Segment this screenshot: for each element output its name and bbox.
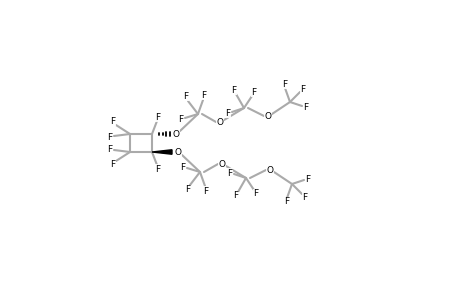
Text: F: F — [303, 103, 308, 112]
Text: O: O — [266, 166, 273, 175]
Text: F: F — [305, 175, 310, 184]
Text: F: F — [180, 163, 185, 172]
Text: F: F — [231, 85, 236, 94]
Text: F: F — [107, 145, 112, 154]
Text: F: F — [282, 80, 287, 88]
Polygon shape — [151, 150, 172, 154]
Text: F: F — [107, 133, 112, 142]
Text: F: F — [300, 85, 305, 94]
Text: F: F — [284, 197, 289, 206]
Text: F: F — [110, 116, 115, 125]
Text: O: O — [264, 112, 271, 121]
Text: O: O — [172, 130, 179, 139]
Text: F: F — [155, 112, 160, 122]
Text: F: F — [185, 185, 190, 194]
Text: F: F — [233, 191, 238, 200]
Text: F: F — [110, 160, 115, 169]
Text: O: O — [218, 160, 225, 169]
Text: F: F — [155, 164, 160, 173]
Text: F: F — [251, 88, 256, 97]
Text: F: F — [225, 109, 230, 118]
Text: F: F — [203, 187, 208, 196]
Text: O: O — [216, 118, 223, 127]
Text: O: O — [174, 148, 181, 157]
Text: F: F — [183, 92, 188, 100]
Text: F: F — [201, 91, 206, 100]
Text: F: F — [253, 190, 258, 199]
Text: F: F — [178, 115, 183, 124]
Text: F: F — [227, 169, 232, 178]
Text: F: F — [302, 193, 307, 202]
